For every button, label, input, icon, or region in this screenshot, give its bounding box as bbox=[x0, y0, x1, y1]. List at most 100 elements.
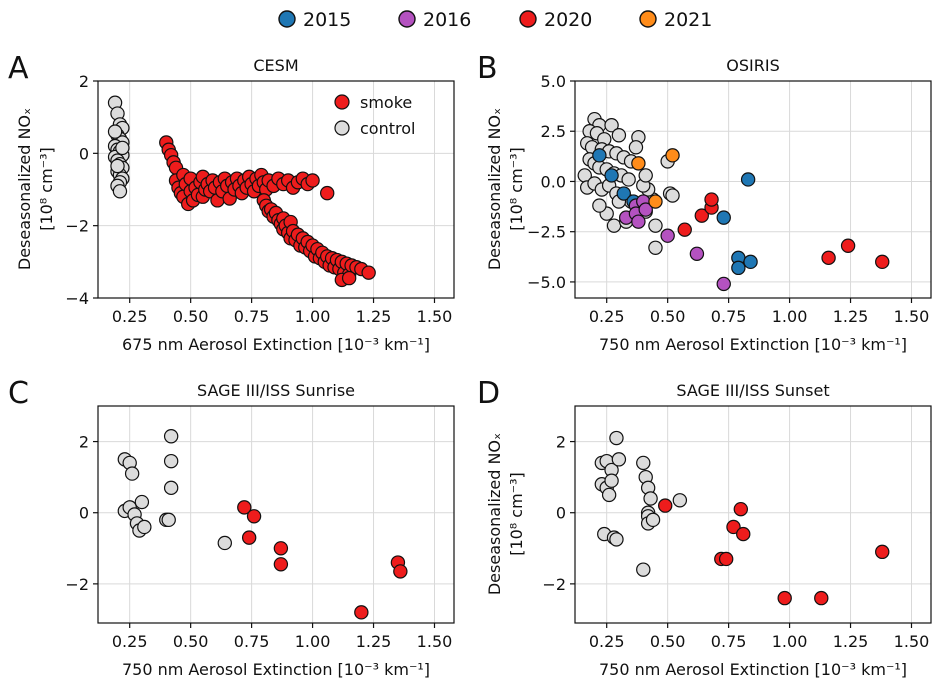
panel-c-points bbox=[117, 429, 408, 620]
panel-a-title: CESM bbox=[253, 56, 298, 75]
panel-c-xtick-label: 0.50 bbox=[173, 632, 209, 651]
panel-b-series-1-point bbox=[731, 260, 746, 276]
panel-d-xtick-label: 1.25 bbox=[833, 632, 869, 651]
panel-a-ytick-label: 0 bbox=[79, 144, 89, 163]
panel-d-series-1-point bbox=[814, 590, 829, 606]
panel-d-series-0-point bbox=[611, 452, 627, 467]
panel-sage-sunrise: 0.25 0.50 0.75 1.00 1.25 1.50 −2 0 2 SAGE III/ISS… bbox=[65, 381, 455, 679]
panel-a-xtick-label: 0.25 bbox=[112, 307, 148, 326]
panel-c-series-0-point bbox=[163, 429, 179, 444]
panel-b-series-2-point bbox=[638, 202, 653, 217]
panel-b-series-0-point bbox=[606, 218, 622, 233]
panel-b-xtick-label: 1.50 bbox=[894, 307, 930, 326]
panel-d-xtick-label: 1.00 bbox=[772, 632, 808, 651]
panel-c-ytick-label: 2 bbox=[79, 433, 89, 452]
panel-b-series-3-point bbox=[821, 250, 836, 266]
panel-b-xtick-label: 0.25 bbox=[589, 307, 625, 326]
panel-a-control-point bbox=[115, 140, 130, 156]
panel-d-series-1-point bbox=[733, 501, 749, 517]
panel-d-series-1-point bbox=[718, 551, 734, 567]
panel-letter-b: B bbox=[477, 51, 498, 86]
panel-b-series-0-point bbox=[638, 168, 653, 183]
panel-letter-a: A bbox=[8, 51, 29, 86]
panel-b-series-0-point bbox=[665, 188, 680, 203]
panel-b-xtick-label: 0.75 bbox=[711, 307, 747, 326]
panel-d-series-0-point bbox=[672, 493, 688, 508]
panel-c-series-1-point bbox=[241, 530, 257, 545]
panel-a-legend-label-control: control bbox=[360, 119, 415, 138]
panel-c-xtick-label: 1.50 bbox=[417, 632, 453, 651]
panel-c-series-0-point bbox=[217, 535, 232, 551]
panel-c-ytick-label: 0 bbox=[79, 504, 89, 523]
panel-d-ytick-label: 0 bbox=[556, 504, 566, 523]
legend-marker-2015 bbox=[278, 10, 296, 28]
panel-a-legend-label-smoke: smoke bbox=[360, 93, 412, 112]
panel-a-xlabel: 675 nm Aerosol Extinction [10⁻³ km⁻¹] bbox=[122, 335, 430, 354]
panel-c-xtick-label: 0.75 bbox=[234, 632, 270, 651]
panel-b-title: OSIRIS bbox=[726, 56, 779, 75]
panel-b-ytick-label: 5.0 bbox=[541, 72, 566, 91]
legend-label-2015: 2015 bbox=[303, 9, 351, 31]
panel-d-series-0-point bbox=[643, 491, 658, 506]
panel-d-xlabel: 750 nm Aerosol Extinction [10⁻³ km⁻¹] bbox=[599, 660, 907, 679]
panel-a-ytick-label: −2 bbox=[65, 217, 89, 236]
panel-b-ylabel: Deseasonalized NOₓ [10⁸ cm⁻³] bbox=[485, 108, 526, 270]
panel-d-series-1-point bbox=[658, 498, 673, 513]
panel-a-xtick-label: 0.50 bbox=[173, 307, 209, 326]
panel-a-xtick-label: 0.75 bbox=[234, 307, 270, 326]
panel-c-axes-frame bbox=[97, 405, 455, 624]
panel-a-smoke-point bbox=[341, 270, 357, 286]
panel-b-series-0-point bbox=[621, 172, 636, 187]
panel-d-series-1-point bbox=[875, 544, 890, 560]
panel-a-xtick-label: 1.00 bbox=[295, 307, 331, 326]
panel-b-series-2-point bbox=[660, 228, 675, 243]
panel-a-legend-marker-smoke bbox=[334, 94, 350, 110]
panel-d-series-0-point bbox=[636, 455, 651, 471]
panel-d-xtick-label: 0.25 bbox=[589, 632, 625, 651]
panel-c-series-1-point bbox=[273, 541, 289, 556]
panel-b-ytick-label: 0.0 bbox=[541, 172, 566, 191]
panel-b-series-1-point bbox=[743, 254, 758, 270]
panel-d-series-1-point bbox=[726, 519, 741, 535]
panel-d-xtick-label: 0.75 bbox=[711, 632, 747, 651]
panel-d-series-0-point bbox=[609, 430, 624, 446]
panel-b-series-3-point bbox=[875, 254, 890, 270]
panel-c-series-0-point bbox=[163, 480, 179, 496]
legend-item-2021: 2021 bbox=[639, 9, 712, 31]
legend-item-2016: 2016 bbox=[398, 9, 471, 31]
panel-b-series-0-point bbox=[648, 240, 663, 255]
panel-c-series-0-point bbox=[137, 519, 152, 535]
panel-b-series-4-point bbox=[631, 156, 646, 171]
panel-sage-sunset: 0.25 0.50 0.75 1.00 1.25 1.50 −2 0 2 SAGE III/ISS… bbox=[485, 381, 932, 679]
panel-d-series-0-point bbox=[601, 487, 617, 503]
panel-a-smoke-point bbox=[320, 185, 335, 201]
panel-b-xtick-label: 1.25 bbox=[833, 307, 869, 326]
panel-c-title: SAGE III/ISS Sunrise bbox=[197, 381, 355, 400]
panel-d-series-0-point bbox=[645, 512, 661, 528]
panel-d-points bbox=[594, 430, 890, 606]
panel-b-series-3-point bbox=[677, 222, 692, 237]
panel-a-points bbox=[107, 95, 376, 288]
legend-label-2020: 2020 bbox=[544, 9, 592, 31]
panel-c-series-0-point bbox=[161, 512, 176, 528]
panel-b-series-1-point bbox=[592, 148, 607, 163]
panel-d-xtick-label: 0.50 bbox=[650, 632, 686, 651]
panel-a-ytick-label: −4 bbox=[65, 289, 89, 308]
panel-b-series-4-point bbox=[665, 148, 680, 163]
panel-a-xtick-label: 1.50 bbox=[417, 307, 453, 326]
panel-b-axes-frame bbox=[574, 80, 932, 299]
panel-b-series-2-point bbox=[716, 276, 731, 292]
panel-b-series-1-point bbox=[716, 210, 731, 225]
panel-a-ytick-label: 2 bbox=[79, 72, 89, 91]
panel-a-axes-frame bbox=[97, 80, 455, 299]
panel-c-series-1-point bbox=[237, 500, 252, 515]
panel-c-ytick-label: −2 bbox=[65, 575, 89, 594]
panel-a-control-point bbox=[112, 184, 128, 199]
panel-b-series-3-point bbox=[704, 192, 719, 207]
panel-c-series-0-point bbox=[134, 494, 150, 510]
panel-b-series-0-point bbox=[628, 140, 644, 155]
panel-c-xtick-label: 1.00 bbox=[295, 632, 331, 651]
panel-a-legend-marker-control bbox=[334, 120, 350, 136]
panel-b-series-1-point bbox=[740, 172, 756, 187]
